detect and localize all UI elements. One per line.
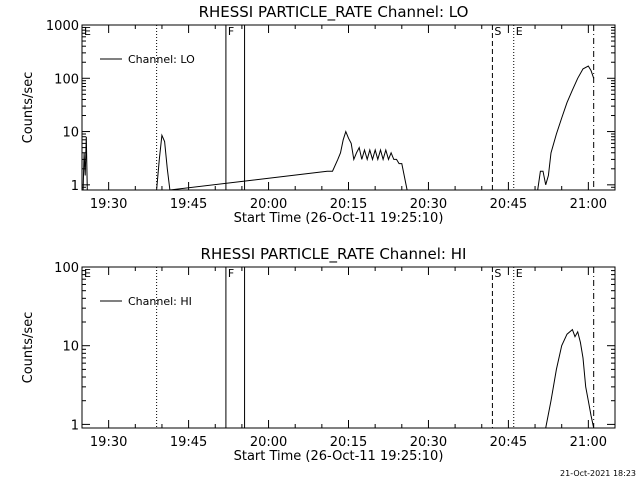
series-line bbox=[545, 328, 595, 429]
x-tick-label: 21:00 bbox=[570, 435, 607, 450]
y-tick-label: 10 bbox=[62, 340, 79, 355]
y-tick-label: 1 bbox=[71, 179, 79, 194]
y-tick-label: 1 bbox=[71, 418, 79, 433]
x-tick-label: 20:15 bbox=[330, 197, 367, 212]
event-marker-label: E bbox=[84, 25, 91, 38]
footer-timestamp: 21-Oct-2021 18:23 bbox=[560, 469, 636, 478]
y-axis-label: Counts/sec bbox=[21, 72, 36, 144]
x-tick-label: 20:00 bbox=[250, 197, 287, 212]
x-tick-label: 20:15 bbox=[330, 435, 367, 450]
event-marker-label: E bbox=[516, 25, 523, 38]
event-marker-label: F bbox=[228, 25, 234, 38]
x-tick-label: 21:00 bbox=[570, 197, 607, 212]
plot-frame bbox=[81, 266, 616, 429]
x-tick-label: 20:30 bbox=[410, 197, 447, 212]
hi-channel-panel: RHESSI PARTICLE_RATE Channel: HI 1 10 100 19… bbox=[21, 245, 616, 464]
x-tick-label: 19:45 bbox=[170, 197, 207, 212]
x-tick-label: 19:30 bbox=[90, 197, 127, 212]
event-marker-label: S bbox=[494, 267, 501, 280]
y-tick-label: 1000 bbox=[46, 19, 79, 34]
y-tick-label: 10 bbox=[62, 126, 79, 141]
legend-entry: Channel: LO bbox=[128, 53, 195, 66]
chart-title: RHESSI PARTICLE_RATE Channel: HI bbox=[201, 245, 467, 264]
x-tick-label: 19:45 bbox=[170, 435, 207, 450]
event-marker-label: E bbox=[516, 267, 523, 280]
x-tick-label: 20:30 bbox=[410, 435, 447, 450]
x-tick-label: 19:30 bbox=[90, 435, 127, 450]
event-marker-label: F bbox=[228, 267, 234, 280]
x-tick-label: 20:45 bbox=[490, 435, 527, 450]
x-axis-label: Start Time (26-Oct-11 19:25:10) bbox=[234, 449, 444, 464]
legend-entry: Channel: HI bbox=[128, 295, 192, 308]
event-marker-label: E bbox=[84, 267, 91, 280]
lo-channel-panel: RHESSI PARTICLE_RATE Channel: LO 1 10 100 10… bbox=[21, 3, 616, 226]
x-tick-label: 20:00 bbox=[250, 435, 287, 450]
y-tick-label: 100 bbox=[54, 261, 79, 276]
chart-title: RHESSI PARTICLE_RATE Channel: LO bbox=[199, 3, 469, 22]
series-line bbox=[82, 65, 595, 191]
plot-frame bbox=[81, 24, 616, 191]
event-marker-label: S bbox=[494, 25, 501, 38]
y-axis-label: Counts/sec bbox=[21, 312, 36, 384]
x-axis-label: Start Time (26-Oct-11 19:25:10) bbox=[234, 211, 444, 226]
y-tick-label: 100 bbox=[54, 72, 79, 87]
x-tick-label: 20:45 bbox=[490, 197, 527, 212]
